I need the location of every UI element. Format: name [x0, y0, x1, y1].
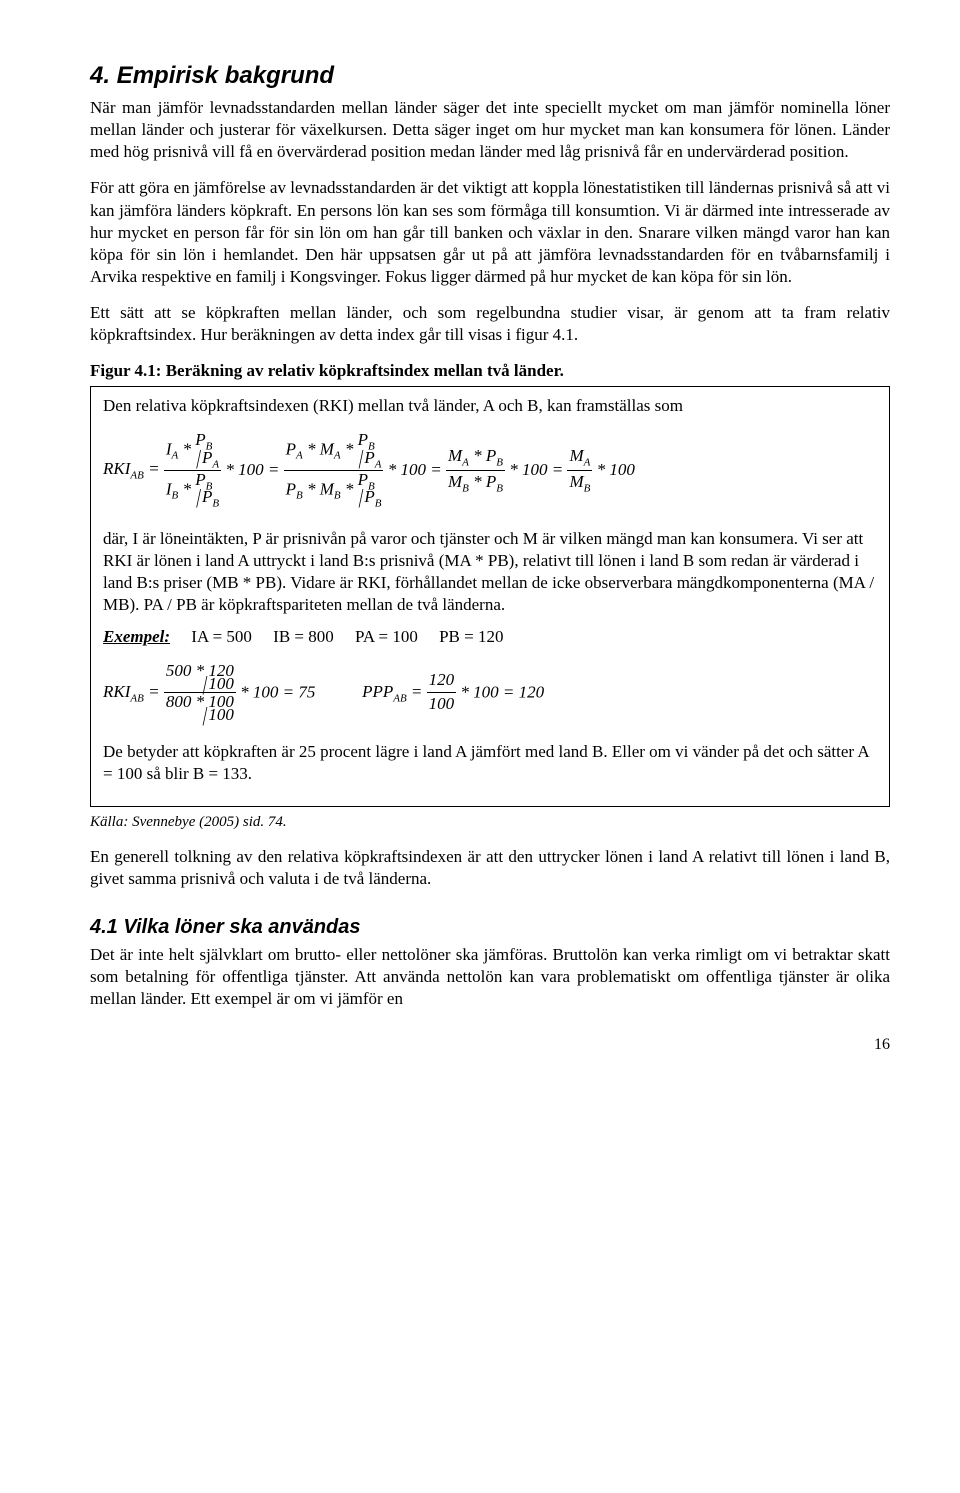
figure-explanation: där, I är löneintäkten, P är prisnivån p…: [103, 528, 877, 616]
page-number: 16: [90, 1035, 890, 1056]
paragraph-1: När man jämför levnadsstandarden mellan …: [90, 97, 890, 163]
paragraph-3: Ett sätt att se köpkraften mellan länder…: [90, 302, 890, 346]
figure-title: Figur 4.1: Beräkning av relativ köpkraft…: [90, 360, 890, 382]
figure-source: Källa: Svennebye (2005) sid. 74.: [90, 813, 890, 833]
paragraph-2: För att göra en jämförelse av levnadssta…: [90, 177, 890, 287]
figure-box: Den relativa köpkraftsindexen (RKI) mell…: [90, 386, 890, 806]
heading-sub: 4.1 Vilka löner ska användas: [90, 914, 890, 940]
formula-rki: RKIAB = IA * PB/PA IB * PB/PB * 100 = PA…: [103, 431, 877, 510]
figure-intro: Den relativa köpkraftsindexen (RKI) mell…: [103, 395, 877, 417]
example-label: Exempel:: [103, 627, 170, 646]
paragraph-5: Det är inte helt självklart om brutto- e…: [90, 944, 890, 1010]
formula-example: RKIAB = 500 * 120/100 800 * 100/100 * 10…: [103, 662, 877, 723]
heading-main: 4. Empirisk bakgrund: [90, 60, 890, 91]
paragraph-4: En generell tolkning av den relativa köp…: [90, 846, 890, 890]
figure-result: De betyder att köpkraften är 25 procent …: [103, 741, 877, 785]
example-row: Exempel: IA = 500 IB = 800 PA = 100 PB =…: [103, 626, 877, 648]
